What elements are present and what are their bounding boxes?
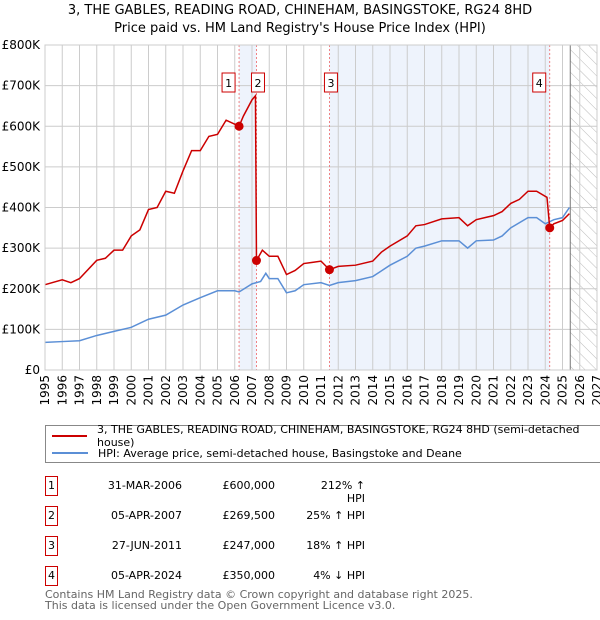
x-tick-label: 2012 — [331, 375, 345, 406]
x-tick-label: 2004 — [193, 375, 207, 406]
x-tick-label: 1997 — [73, 375, 87, 406]
x-tick-label: 1999 — [107, 375, 121, 406]
x-tick-label: 2017 — [418, 375, 432, 406]
transaction-price: £269,500 — [222, 509, 276, 522]
transaction-date: 05-APR-2007 — [110, 509, 182, 522]
sale-label-box — [532, 72, 547, 93]
y-tick-label: £700K — [2, 79, 42, 93]
legend-swatch-property — [52, 435, 87, 437]
x-tick-label: 2013 — [349, 375, 363, 406]
transaction-number: 1 — [45, 476, 58, 496]
x-tick-label: 2003 — [176, 375, 190, 406]
y-tick-label: £500K — [2, 160, 42, 174]
sale-label-box — [250, 72, 265, 93]
transaction-number: 2 — [45, 506, 58, 526]
transaction-date: 05-APR-2024 — [110, 569, 182, 582]
x-tick-label: 2026 — [573, 375, 587, 406]
legend: 3, THE GABLES, READING ROAD, CHINEHAM, B… — [45, 423, 600, 463]
x-tick-label: 2015 — [383, 375, 397, 406]
x-tick-label: 2021 — [487, 375, 501, 406]
x-tick-label: 2001 — [142, 375, 156, 406]
y-tick-label: £200K — [2, 282, 42, 296]
property-price-line — [44, 93, 570, 286]
sale-label-box — [323, 72, 338, 93]
hpi-line — [44, 207, 571, 344]
x-tick-label: 2005 — [211, 375, 225, 406]
y-tick-label: £400K — [2, 201, 42, 215]
x-tick-label: 1995 — [38, 375, 52, 406]
x-tick-label: 2009 — [280, 375, 294, 406]
title-line-1: 3, THE GABLES, READING ROAD, CHINEHAM, B… — [67, 3, 533, 18]
sale-label: 2 — [254, 77, 261, 90]
sale-label: 4 — [536, 77, 543, 90]
price-chart: 1995 1996 1997 1998 1999 2000 2001 2002 2003 2004… — [2, 38, 600, 406]
chart-title: 3, THE GABLES, READING ROAD, CHINEHAM, B… — [0, 2, 600, 38]
legend-swatch-hpi — [52, 452, 88, 454]
transaction-date: 31-MAR-2006 — [107, 479, 182, 492]
transaction-date: 27-JUN-2011 — [111, 539, 182, 552]
legend-label: HPI: Average price, semi-detached house,… — [98, 446, 462, 460]
x-tick-label: 2008 — [262, 375, 276, 406]
x-tick-label: 2000 — [124, 375, 138, 406]
sale-point — [545, 223, 555, 233]
y-tick-label: £0 — [25, 363, 40, 377]
transaction-hpi-change: 212% ↑ HPI — [320, 479, 365, 505]
x-tick-label: 1996 — [55, 375, 69, 406]
x-tick-label: 2018 — [435, 375, 449, 406]
y-tick-label: £800K — [2, 38, 42, 52]
transaction-price: £350,000 — [222, 569, 276, 582]
title-line-2: Price paid vs. HM Land Registry's House … — [114, 21, 486, 36]
x-tick-label: 2027 — [590, 375, 600, 406]
x-tick-label: 2014 — [366, 375, 380, 406]
plot-frame — [44, 44, 598, 371]
x-tick-label: 2007 — [245, 375, 259, 406]
x-tick-label: 2011 — [314, 375, 328, 406]
legend-label: 3, THE GABLES, READING ROAD, CHINEHAM, B… — [97, 423, 580, 449]
y-tick-label: £100K — [2, 322, 42, 336]
sale-point — [251, 256, 261, 266]
x-tick-label: 2023 — [521, 375, 535, 406]
footer-line-2: This data is licensed under the Open Gov… — [45, 599, 396, 612]
x-tick-label: 1998 — [90, 375, 104, 406]
footer-line-1: Contains HM Land Registry data © Crown c… — [45, 588, 473, 601]
transaction-number: 3 — [45, 536, 58, 556]
sale-point — [324, 265, 334, 275]
x-tick-label: 2006 — [228, 375, 242, 406]
transaction-price: £600,000 — [222, 479, 276, 492]
x-tick-label: 2022 — [504, 375, 518, 406]
sale-label-box — [221, 72, 236, 93]
legend-item-hpi: HPI: Average price, semi-detached house,… — [52, 445, 462, 461]
transaction-number: 4 — [45, 566, 58, 586]
x-tick-label: 2020 — [469, 375, 483, 406]
legend-item-property: 3, THE GABLES, READING ROAD, CHINEHAM, B… — [52, 423, 600, 449]
footer: Contains HM Land Registry data © Crown c… — [45, 589, 473, 611]
y-tick-label: £300K — [2, 241, 42, 255]
x-tick-label: 2025 — [556, 375, 570, 406]
transaction-hpi-change: 25% ↑ HPI — [306, 509, 365, 522]
y-tick-label: £600K — [2, 119, 42, 133]
transaction-hpi-change: 4% ↓ HPI — [313, 569, 365, 582]
transaction-hpi-change: 18% ↑ HPI — [306, 539, 365, 552]
x-tick-label: 2016 — [400, 375, 414, 406]
x-tick-label: 2024 — [538, 375, 552, 406]
sale-label: 3 — [327, 77, 334, 90]
sale-label: 1 — [225, 77, 232, 90]
x-tick-label: 2019 — [452, 375, 466, 406]
sale-point — [234, 121, 244, 131]
x-tick-label: 2010 — [297, 375, 311, 406]
x-tick-label: 2002 — [159, 375, 173, 406]
transaction-price: £247,000 — [222, 539, 276, 552]
